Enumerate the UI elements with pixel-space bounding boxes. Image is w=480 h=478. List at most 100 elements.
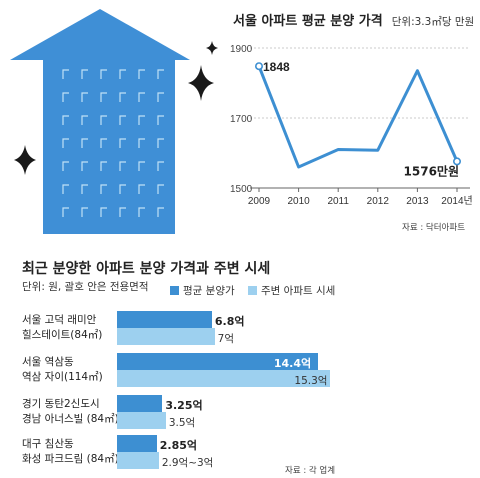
sparkle-icon (14, 145, 36, 175)
x-tick-label: 2009 (248, 196, 271, 207)
bar-average-price (117, 435, 157, 452)
legend-item-primary: 평균 분양가 (170, 283, 235, 298)
window-mark (119, 184, 126, 194)
window-mark (81, 92, 88, 102)
building-windows (62, 69, 164, 217)
bar-average-price (117, 395, 163, 412)
window-mark (157, 92, 164, 102)
bar-chart-title: 최근 분양한 아파트 분양 가격과 주변 시세 (22, 261, 271, 277)
x-tick-label: 2011 (327, 196, 349, 207)
window-mark (138, 207, 145, 217)
bar-nearby-price (117, 328, 215, 345)
window-mark (100, 138, 107, 148)
value-label-nearby: 15.3억 (294, 375, 328, 387)
category-label-line: 역삼 자이(114㎡) (22, 371, 103, 383)
building-roof (10, 9, 190, 60)
window-mark (138, 161, 145, 171)
window-mark (157, 161, 164, 171)
line-chart-title-text: 서울 아파트 평균 분양 가격 (233, 14, 383, 29)
window-mark (119, 161, 126, 171)
value-label-nearby: 7억 (217, 333, 234, 345)
window-mark (119, 92, 126, 102)
window-mark (157, 138, 164, 148)
window-mark (81, 161, 88, 171)
data-label: 1576만원 (404, 163, 459, 178)
category-label-line: 화성 파크드림 (84㎡) (22, 453, 119, 465)
window-mark (81, 115, 88, 125)
window-mark (100, 69, 107, 79)
x-tick-label: 2012 (367, 196, 390, 207)
window-mark (157, 115, 164, 125)
data-point (255, 62, 264, 71)
window-mark (62, 207, 69, 217)
window-mark (100, 161, 107, 171)
line-chart-title: 서울 아파트 평균 분양 가격 단위:3.3㎡당 만원 (233, 10, 474, 29)
window-mark (157, 69, 164, 79)
window-mark (119, 207, 126, 217)
window-mark (100, 207, 107, 217)
window-mark (138, 92, 145, 102)
window-mark (62, 115, 69, 125)
window-mark (81, 138, 88, 148)
window-mark (62, 161, 69, 171)
y-tick-label: 1700 (230, 114, 253, 125)
line-chart-unit: 단위:3.3㎡당 만원 (391, 16, 475, 28)
value-label-nearby: 3.5억 (168, 417, 196, 429)
window-mark (119, 138, 126, 148)
building-body (43, 58, 175, 234)
window-mark (119, 69, 126, 79)
bar-chart-unit: 단위: 원, 괄호 안은 전용면적 (22, 281, 149, 293)
window-mark (119, 115, 126, 125)
category-label-line: 서울 고덕 래미안 (22, 314, 97, 326)
data-point (452, 157, 461, 166)
category-label-line: 경기 동탄2신도시 (22, 398, 100, 410)
window-mark (62, 92, 69, 102)
bar-average-price (117, 353, 318, 370)
value-label-average: 3.25억 (165, 399, 203, 412)
window-mark (62, 69, 69, 79)
window-mark (138, 184, 145, 194)
window-mark (62, 184, 69, 194)
category-label-line: 힐스테이트(84㎡) (22, 329, 103, 341)
sparkle-icon (206, 41, 218, 55)
window-mark (100, 184, 107, 194)
legend-label-secondary: 주변 아파트 시세 (261, 285, 336, 297)
bar-nearby-price (117, 370, 331, 387)
category-label-line: 경남 아너스빌 (84㎡) (22, 413, 119, 425)
x-tick-label: 2014년 (441, 195, 472, 207)
value-label-average: 6.8억 (214, 315, 245, 328)
line-chart-source: 자료 : 닥터아파트 (402, 223, 466, 233)
legend-item-secondary: 주변 아파트 시세 (248, 283, 335, 298)
value-label-average: 2.85억 (159, 439, 198, 452)
window-mark (81, 69, 88, 79)
value-label-nearby: 2.9억~3억 (161, 457, 214, 469)
window-mark (138, 138, 145, 148)
building-illustration (10, 9, 218, 234)
legend-swatch-secondary (248, 286, 257, 295)
bar-average-price (117, 311, 212, 328)
y-tick-label: 1900 (230, 44, 253, 55)
window-mark (138, 69, 145, 79)
bar-nearby-price (117, 412, 166, 429)
bar-chart-source: 자료 : 각 업계 (285, 466, 336, 476)
data-label: 1848 (263, 60, 290, 74)
x-tick-label: 2013 (406, 196, 429, 207)
sparkle-icon (188, 65, 214, 101)
bar-nearby-price (117, 452, 159, 469)
line-chart: 1500 1700 1900 2009 2010 2011 2012 2013 2014년 184… (230, 44, 473, 207)
y-tick-label: 1500 (230, 184, 253, 195)
window-mark (157, 184, 164, 194)
legend-label-primary: 평균 분양가 (183, 285, 235, 297)
window-mark (81, 207, 88, 217)
window-mark (81, 184, 88, 194)
category-label-line: 서울 역삼동 (22, 356, 74, 368)
value-label-average: 14.4억 (273, 357, 312, 370)
window-mark (100, 115, 107, 125)
category-label-line: 대구 침산동 (22, 438, 74, 450)
price-series-line (257, 65, 459, 169)
window-mark (62, 138, 69, 148)
